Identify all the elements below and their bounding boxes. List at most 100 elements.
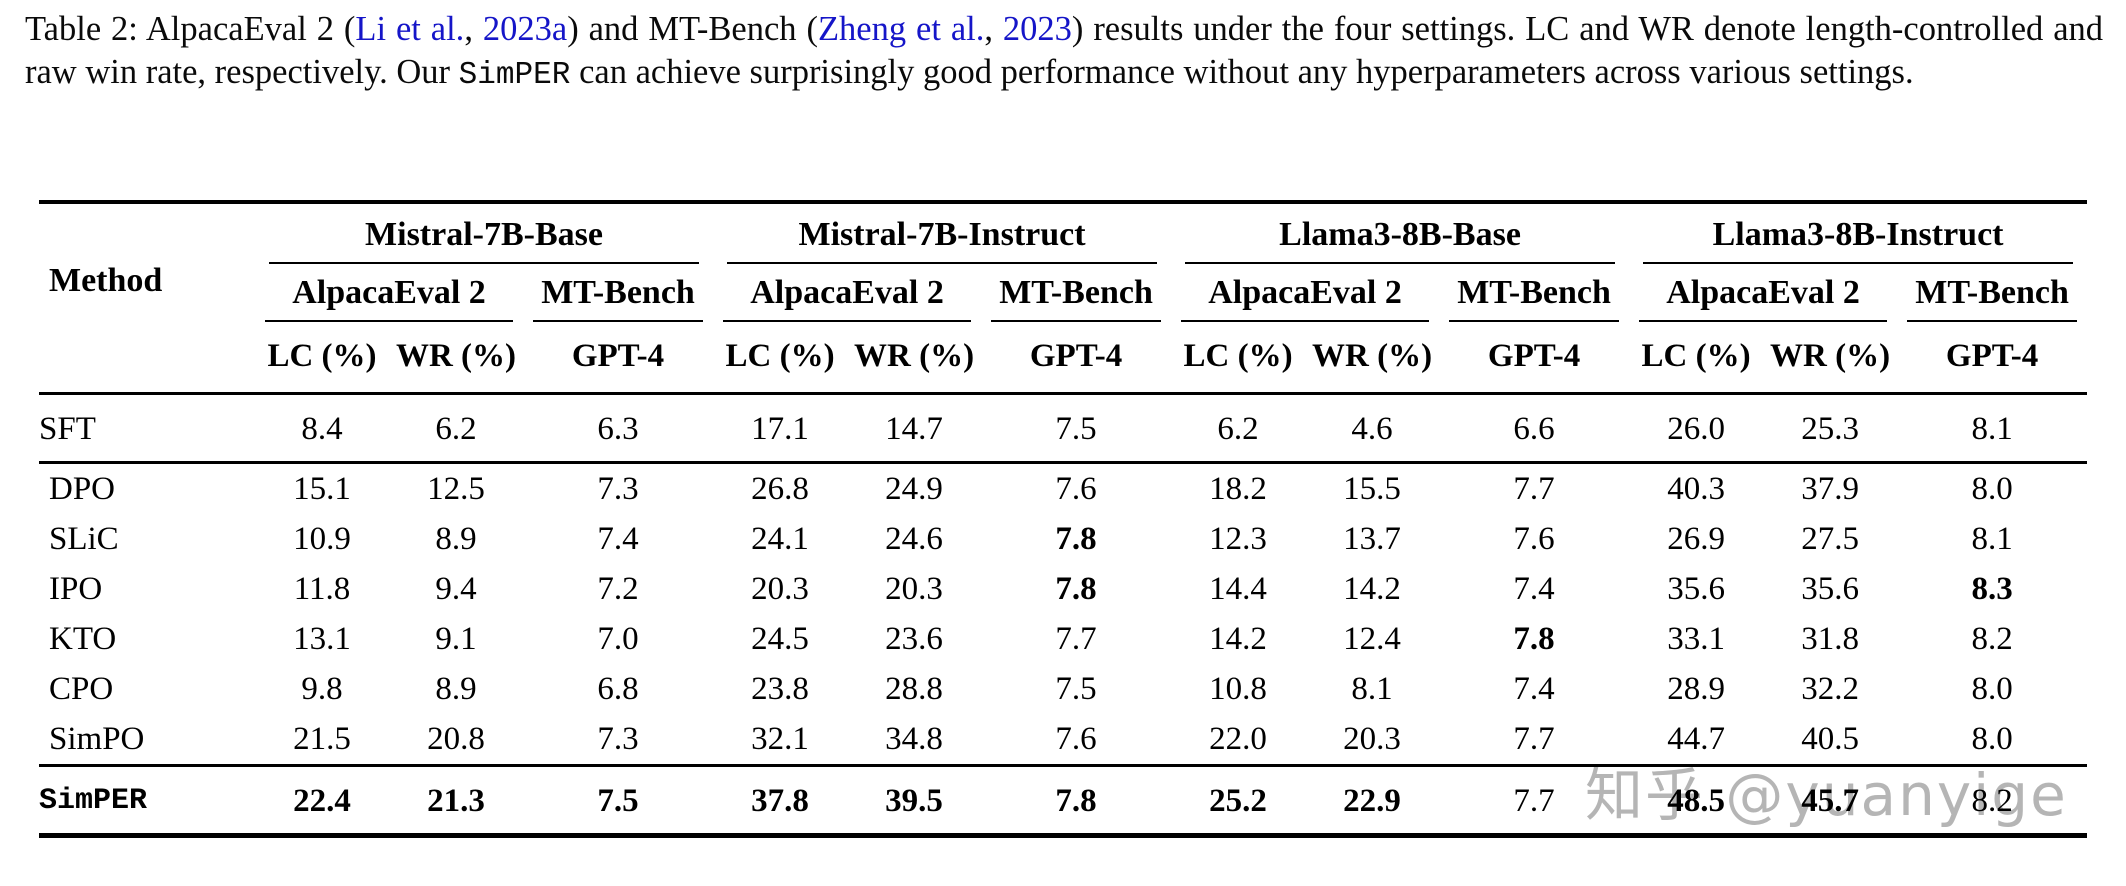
value-cell: 25.2 bbox=[1209, 783, 1267, 819]
value-cell: 8.4 bbox=[255, 393, 389, 464]
metric-column-header: LC (%) bbox=[255, 322, 389, 395]
value-cell: 22.9 bbox=[1343, 783, 1401, 819]
value-cell: 7.4 bbox=[1513, 571, 1555, 607]
value-cell: 20.3 bbox=[885, 571, 943, 607]
value-cell: 39.5 bbox=[885, 783, 943, 819]
citation-link[interactable]: 2023 bbox=[1002, 10, 1072, 48]
value-cell: 12.4 bbox=[1343, 621, 1401, 657]
value-cell: 8.1 bbox=[1351, 671, 1393, 707]
value-cell: 33.1 bbox=[1667, 621, 1725, 657]
value-cell: 10.8 bbox=[1209, 671, 1267, 707]
table-row: SimPO 21.5 20.8 7.3 32.1 34.8 7.6 22.0 20.3 7.7 44… bbox=[39, 714, 2088, 767]
value-cell: 8.2 bbox=[1971, 621, 2013, 657]
value-cell: 7.5 bbox=[981, 393, 1172, 464]
watermark: 知乎 @yuanyige bbox=[1585, 761, 2068, 829]
header-row-models: Method Mistral-7B-Base Mistral-7B-Instruct… bbox=[39, 202, 2087, 395]
benchmark-cell: MT-Bench bbox=[981, 264, 1171, 322]
metric-column-header: WR (%) bbox=[389, 322, 523, 395]
value-cell: 32.2 bbox=[1801, 671, 1859, 707]
method-column-header: Method bbox=[39, 202, 255, 395]
metric-column-header: LC (%) bbox=[1171, 322, 1306, 395]
value-cell: 4.6 bbox=[1305, 393, 1440, 464]
table-row: DPO 15.1 12.5 7.3 26.8 24.9 7.6 18.2 15.5 7.7 40.3… bbox=[39, 463, 2087, 515]
table-row: SLiC 10.9 8.9 7.4 24.1 24.6 7.8 12.3 13.7 7.6 26.9… bbox=[39, 514, 2087, 564]
method-cell: SimPO bbox=[39, 714, 255, 767]
value-cell: 17.1 bbox=[713, 393, 848, 464]
citation-link[interactable]: Li et al. bbox=[355, 10, 465, 48]
table-caption: Table 2: AlpacaEval 2 (Li et al., 2023a)… bbox=[25, 8, 2103, 97]
value-cell: 7.3 bbox=[597, 471, 639, 507]
citation-link[interactable]: 2023a bbox=[482, 10, 568, 48]
metric-column-header: WR (%) bbox=[847, 322, 982, 395]
value-cell: 27.5 bbox=[1801, 521, 1859, 557]
metric-column-header: GPT-4 bbox=[1439, 322, 1630, 395]
value-cell: 28.8 bbox=[885, 671, 943, 707]
model-group-header: Llama3-8B-Base bbox=[1185, 204, 1616, 264]
value-cell: 13.7 bbox=[1343, 521, 1401, 557]
value-cell: 26.0 bbox=[1629, 393, 1764, 464]
value-cell: 44.7 bbox=[1629, 714, 1764, 767]
value-cell: 7.6 bbox=[1055, 471, 1097, 507]
model-group-cell: Mistral-7B-Base bbox=[255, 202, 713, 264]
benchmark-header: MT-Bench bbox=[533, 264, 704, 322]
benchmark-cell: MT-Bench bbox=[523, 264, 713, 322]
value-cell: 11.8 bbox=[293, 571, 351, 607]
caption-text: , bbox=[984, 10, 1003, 48]
value-cell: 26.8 bbox=[751, 471, 809, 507]
benchmark-cell: AlpacaEval 2 bbox=[1629, 264, 1897, 322]
value-cell: 6.8 bbox=[597, 671, 639, 707]
results-table: Method Mistral-7B-Base Mistral-7B-Instruct… bbox=[39, 200, 2088, 838]
value-cell: 48.5 bbox=[1667, 783, 1725, 819]
value-cell: 6.2 bbox=[1171, 393, 1306, 464]
value-cell: 7.4 bbox=[597, 521, 639, 557]
method-cell: SLiC bbox=[49, 521, 119, 557]
value-cell: 14.4 bbox=[1209, 571, 1267, 607]
value-cell: 34.8 bbox=[847, 714, 982, 767]
value-cell: 8.9 bbox=[435, 521, 477, 557]
value-cell: 24.1 bbox=[751, 521, 809, 557]
citation-link[interactable]: Zheng et al. bbox=[817, 10, 985, 48]
table-row: KTO 13.1 9.1 7.0 24.5 23.6 7.7 14.2 12.4 7.8 33.1 3… bbox=[39, 614, 2087, 664]
method-cell: DPO bbox=[49, 471, 116, 507]
value-cell: 31.8 bbox=[1801, 621, 1859, 657]
model-group-header: Llama3-8B-Instruct bbox=[1643, 204, 2074, 264]
value-cell: 9.1 bbox=[435, 621, 477, 657]
benchmark-cell: MT-Bench bbox=[1897, 264, 2087, 322]
benchmark-header: AlpacaEval 2 bbox=[265, 264, 513, 322]
table-body: SFT 8.4 6.2 6.3 17.1 14.7 7.5 6.2 4.6 6.6 26.0 25.3… bbox=[39, 393, 2088, 836]
value-cell: 7.5 bbox=[1055, 671, 1097, 707]
method-cell: CPO bbox=[49, 671, 114, 707]
method-cell: IPO bbox=[49, 571, 103, 607]
benchmark-cell: AlpacaEval 2 bbox=[255, 264, 523, 322]
value-cell: 18.2 bbox=[1209, 471, 1267, 507]
model-group-header: Mistral-7B-Base bbox=[269, 204, 700, 264]
metric-column-header: GPT-4 bbox=[981, 322, 1172, 395]
metric-column-header: LC (%) bbox=[1629, 322, 1764, 395]
value-cell: 24.9 bbox=[885, 471, 943, 507]
value-cell: 7.8 bbox=[1055, 571, 1097, 607]
value-cell: 6.2 bbox=[389, 393, 523, 464]
value-cell: 8.1 bbox=[1897, 393, 2088, 464]
value-cell: 7.4 bbox=[1513, 671, 1555, 707]
value-cell: 7.8 bbox=[1513, 621, 1555, 657]
value-cell: 21.5 bbox=[255, 714, 389, 767]
value-cell: 14.2 bbox=[1209, 621, 1267, 657]
value-cell: 24.5 bbox=[751, 621, 809, 657]
model-group-header: Mistral-7B-Instruct bbox=[727, 204, 1158, 264]
caption-text: , bbox=[464, 10, 483, 48]
caption-text: Table 2: AlpacaEval 2 ( bbox=[25, 10, 356, 48]
value-cell: 20.3 bbox=[751, 571, 809, 607]
table-head: Method Mistral-7B-Base Mistral-7B-Instruct… bbox=[39, 202, 2088, 395]
benchmark-header: MT-Bench bbox=[1907, 264, 2078, 322]
value-cell: 9.8 bbox=[301, 671, 343, 707]
value-cell: 37.9 bbox=[1801, 471, 1859, 507]
value-cell: 8.9 bbox=[435, 671, 477, 707]
caption-text: ) and MT-Bench ( bbox=[567, 10, 818, 48]
benchmark-header: MT-Bench bbox=[991, 264, 1162, 322]
value-cell: 15.1 bbox=[293, 471, 351, 507]
value-cell: 40.3 bbox=[1667, 471, 1725, 507]
value-cell: 7.7 bbox=[1513, 471, 1555, 507]
value-cell: 7.6 bbox=[981, 714, 1172, 767]
value-cell: 15.5 bbox=[1343, 471, 1401, 507]
table-row: SFT 8.4 6.2 6.3 17.1 14.7 7.5 6.2 4.6 6.6 26.0 25.3… bbox=[39, 393, 2088, 464]
